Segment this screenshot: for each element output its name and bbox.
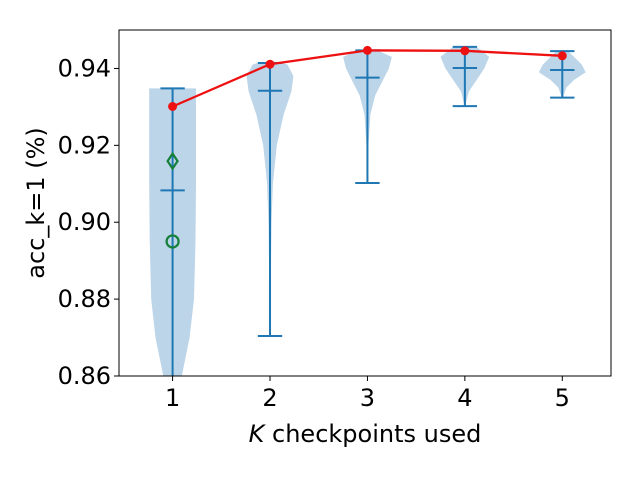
y-axis: 0.86 0.88 0.90 0.92 0.94	[58, 54, 119, 390]
x-tick-label: 4	[457, 384, 472, 412]
x-tick-label: 2	[262, 384, 277, 412]
mean-point-1	[168, 102, 178, 112]
x-axis: 1 2 3 4 5	[165, 376, 570, 412]
y-axis-label: acc_k=1 (%)	[22, 127, 50, 279]
x-tick-label: 3	[360, 384, 375, 412]
marker-circle	[165, 234, 180, 249]
y-tick-label: 0.92	[58, 131, 111, 159]
mean-point-2	[265, 59, 275, 69]
y-tick-label: 0.90	[58, 208, 111, 236]
y-tick-label: 0.94	[58, 54, 111, 82]
x-tick-label: 1	[165, 384, 180, 412]
mean-point-3	[362, 45, 372, 55]
marker-diamond	[166, 151, 179, 171]
x-axis-label: K checkpoints used	[249, 420, 482, 448]
y-tick-label: 0.88	[58, 285, 111, 313]
plot-frame	[118, 29, 612, 377]
y-tick-label: 0.86	[58, 362, 111, 390]
mean-point-4	[460, 46, 470, 56]
mean-point-5	[557, 51, 567, 61]
x-tick-label: 5	[555, 384, 570, 412]
plot-area	[149, 45, 586, 376]
